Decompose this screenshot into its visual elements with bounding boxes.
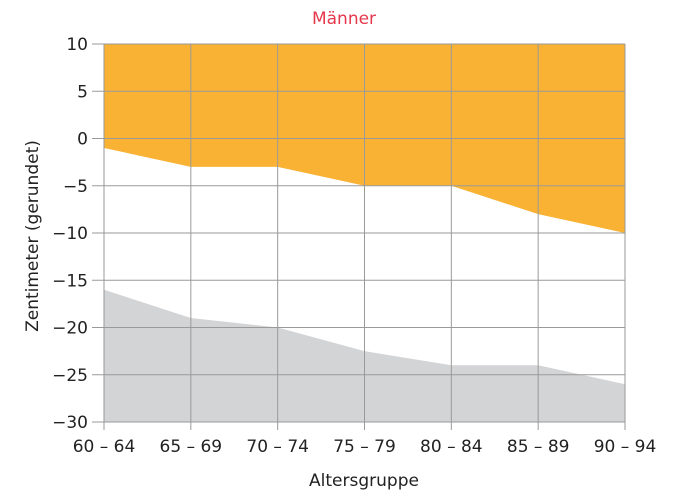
- y-tick-label: −10: [52, 224, 88, 244]
- x-tick-label: 85 – 89: [507, 437, 570, 457]
- y-tick-label: −15: [52, 271, 88, 291]
- x-tick-label: 75 – 79: [333, 437, 396, 457]
- y-tick-label: −5: [63, 177, 88, 197]
- x-tick-label: 70 – 74: [246, 437, 309, 457]
- y-axis-label: Zentimeter (gerundet): [23, 140, 43, 332]
- x-tick-label: 80 – 84: [420, 437, 483, 457]
- x-tick-label: 65 – 69: [160, 437, 223, 457]
- x-axis-label: Altersgruppe: [309, 471, 419, 491]
- chart-title: Männer: [312, 9, 376, 29]
- y-tick-label: −20: [52, 319, 88, 339]
- x-tick-label: 90 – 94: [594, 437, 657, 457]
- y-tick-label: 5: [77, 82, 88, 102]
- y-tick-label: 0: [77, 130, 88, 150]
- y-tick-label: 10: [66, 35, 88, 55]
- y-tick-label: −25: [52, 366, 88, 386]
- y-tick-label: −30: [52, 413, 88, 433]
- x-tick-label: 60 – 64: [73, 437, 136, 457]
- plot-area: 10 5 0 −5 −10 −15 −20 −25 −30 60 – 64 65 – 69 70 – …: [52, 35, 656, 457]
